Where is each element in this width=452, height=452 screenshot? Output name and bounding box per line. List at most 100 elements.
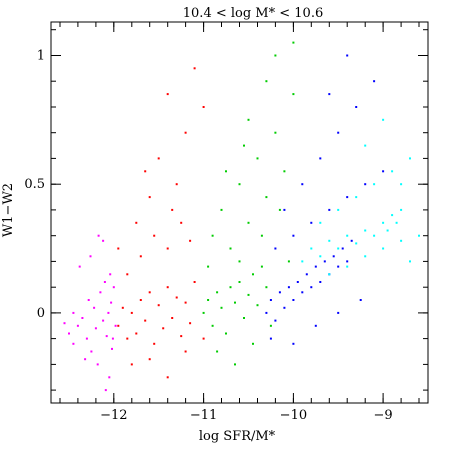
point-2-36	[243, 144, 245, 147]
point-2-14	[265, 286, 268, 289]
point-3-6	[292, 299, 295, 301]
point-2-35	[225, 170, 227, 173]
point-1-3	[130, 311, 133, 314]
point-3-29	[355, 106, 358, 108]
point-3-4	[283, 306, 286, 309]
point-3-9	[305, 273, 308, 276]
point-0-26	[104, 389, 107, 392]
x-tick-label: −12	[100, 408, 127, 423]
point-3-21	[292, 234, 295, 237]
point-0-6	[90, 350, 93, 353]
point-3-5	[287, 286, 290, 289]
point-1-24	[175, 183, 178, 186]
point-0-17	[111, 347, 113, 350]
series-0	[63, 234, 117, 392]
point-3-33	[301, 183, 304, 186]
point-1-33	[184, 350, 187, 353]
point-1-17	[193, 281, 196, 283]
y-tick-label: 1	[37, 49, 45, 64]
point-1-0	[117, 324, 120, 327]
point-2-39	[287, 260, 290, 263]
point-2-0	[202, 311, 205, 314]
point-4-7	[364, 229, 367, 232]
point-2-15	[211, 234, 214, 237]
point-1-6	[144, 319, 147, 322]
point-3-7	[296, 281, 299, 283]
point-1-12	[171, 317, 174, 319]
point-0-1	[72, 342, 75, 345]
point-0-27	[109, 273, 112, 276]
point-3-25	[364, 183, 367, 186]
point-4-2	[319, 255, 322, 258]
point-1-28	[166, 93, 169, 96]
point-4-28	[409, 260, 411, 263]
point-1-20	[153, 234, 156, 237]
point-3-23	[328, 208, 331, 211]
series-4	[301, 118, 420, 276]
point-3-37	[314, 324, 317, 327]
point-1-1	[121, 306, 124, 309]
point-1-23	[148, 196, 151, 199]
point-2-26	[265, 80, 268, 83]
series-2	[202, 41, 295, 366]
point-4-8	[373, 234, 376, 237]
point-0-13	[105, 335, 108, 338]
point-2-9	[243, 317, 245, 319]
point-3-10	[310, 286, 313, 289]
point-2-12	[256, 304, 259, 307]
point-2-5	[225, 332, 227, 335]
y-tick-label: 0	[37, 306, 45, 321]
point-4-17	[382, 247, 385, 250]
point-2-34	[207, 265, 210, 268]
point-1-27	[202, 106, 205, 108]
point-2-10	[247, 293, 250, 296]
point-3-16	[337, 265, 340, 268]
point-0-11	[102, 319, 105, 322]
point-4-26	[400, 183, 403, 186]
point-3-26	[382, 170, 385, 173]
point-3-35	[269, 337, 272, 340]
x-tick-label: −9	[374, 408, 393, 423]
point-4-12	[395, 221, 398, 224]
point-0-19	[114, 324, 117, 327]
point-3-8	[301, 291, 304, 294]
point-4-10	[386, 229, 389, 232]
x-tick-label: −11	[190, 408, 217, 423]
point-1-39	[189, 239, 192, 242]
y-axis-label: W1−W2	[1, 183, 16, 237]
axis-ticks: −12 −11 −10 −9 0 0.5 1	[24, 22, 428, 423]
point-0-15	[108, 376, 111, 379]
series-1	[117, 67, 205, 379]
point-2-19	[247, 221, 250, 224]
point-0-2	[76, 324, 79, 327]
point-2-13	[260, 265, 263, 268]
point-4-13	[400, 208, 403, 211]
point-0-23	[89, 255, 92, 258]
point-2-2	[211, 324, 214, 327]
point-4-27	[418, 234, 420, 237]
point-0-20	[72, 311, 75, 314]
point-2-1	[207, 299, 210, 301]
point-3-36	[292, 342, 295, 345]
x-axis-label: log SFR/M*	[199, 429, 276, 444]
point-0-4	[85, 337, 88, 340]
point-0-22	[84, 358, 87, 361]
point-3-28	[337, 131, 340, 134]
point-2-23	[283, 170, 286, 173]
point-3-2	[274, 319, 277, 322]
point-3-32	[328, 93, 331, 96]
point-2-16	[220, 208, 223, 211]
point-2-7	[234, 301, 236, 304]
point-2-6	[229, 286, 232, 289]
point-3-3	[278, 291, 281, 294]
point-2-38	[278, 208, 281, 211]
point-4-18	[400, 239, 403, 242]
point-1-19	[139, 255, 142, 258]
point-4-19	[337, 208, 340, 211]
point-3-15	[332, 255, 335, 258]
point-1-32	[166, 376, 169, 379]
chart-title: 10.4 < log M* < 10.6	[183, 6, 323, 21]
point-2-4	[220, 306, 223, 309]
point-1-38	[171, 208, 174, 211]
